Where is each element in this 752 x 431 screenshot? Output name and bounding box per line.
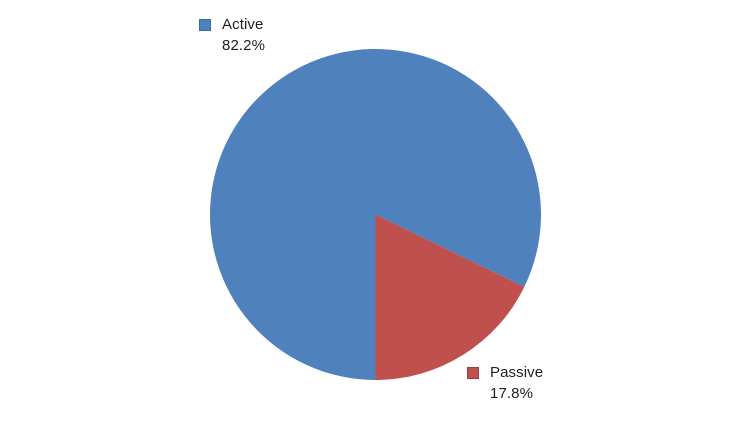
data-label-active: Active 82.2%: [199, 14, 265, 56]
data-label-passive: Passive 17.8%: [467, 362, 543, 404]
data-label-active-name: Active: [222, 16, 264, 33]
legend-marker-active-icon: [199, 19, 211, 31]
pie-slice-active: [209, 48, 541, 380]
data-label-passive-name: Passive: [490, 364, 544, 381]
data-label-active-value: 82.2%: [222, 37, 266, 54]
pie-slice-passive: [375, 214, 525, 380]
legend-marker-passive-icon: [467, 367, 479, 379]
data-label-passive-value: 17.8%: [490, 385, 534, 402]
